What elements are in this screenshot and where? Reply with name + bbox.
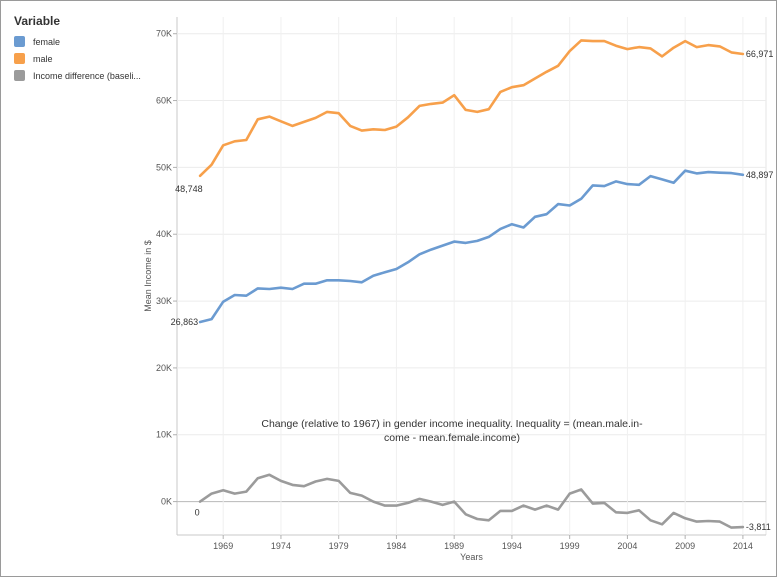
y-tick-label: 70K [156, 29, 172, 39]
y-tick-label: 50K [156, 162, 172, 172]
series-line-male [198, 39, 745, 178]
series-line-female [198, 169, 745, 324]
x-tick-label: 1979 [329, 541, 349, 551]
end-label: 48,897 [746, 170, 774, 180]
y-tick-label: 30K [156, 296, 172, 306]
x-tick-label: 1994 [502, 541, 522, 551]
x-tick-label: 1984 [386, 541, 406, 551]
x-tick-label: 2014 [733, 541, 753, 551]
end-label: 66,971 [746, 49, 774, 59]
legend-item-0[interactable]: female [14, 33, 164, 50]
legend: Variable female male Income difference (ba… [14, 14, 164, 84]
start-label: 48,748 [175, 184, 203, 194]
x-tick-label: 1989 [444, 541, 464, 551]
x-tick-label: 2004 [617, 541, 637, 551]
start-label: 26,863 [171, 317, 199, 327]
annotation-line-1: Change (relative to 1967) in gender inco… [261, 418, 643, 430]
x-tick-label: 2009 [675, 541, 695, 551]
y-tick-label: 40K [156, 229, 172, 239]
x-tick-label: 1999 [560, 541, 580, 551]
legend-title: Variable [14, 14, 61, 28]
x-tick-label: 1974 [271, 541, 291, 551]
annotation-line-2: come - mean.female.income) [384, 432, 520, 444]
legend-label: male [33, 53, 53, 64]
legend-label: female [33, 36, 61, 47]
legend-swatch [14, 36, 25, 47]
legend-label: Income difference (baseli... [33, 70, 141, 81]
end-label: -3,811 [746, 522, 771, 532]
legend-item-1[interactable]: male [14, 50, 164, 67]
legend-swatch [14, 53, 25, 64]
series-line-income [198, 473, 745, 529]
start-label: 0 [195, 508, 200, 518]
y-tick-label: 60K [156, 96, 172, 106]
y-tick-label: 0K [161, 497, 172, 507]
legend-swatch [14, 70, 25, 81]
y-tick-label: 10K [156, 430, 172, 440]
legend-item-2[interactable]: Income difference (baseli... [14, 67, 164, 84]
x-axis-title: Years [460, 552, 483, 562]
legend-items: female male Income difference (baseli... [14, 33, 164, 84]
x-tick-label: 1969 [213, 541, 233, 551]
y-tick-label: 20K [156, 363, 172, 373]
y-axis-title: Mean Income in $ [143, 240, 153, 312]
